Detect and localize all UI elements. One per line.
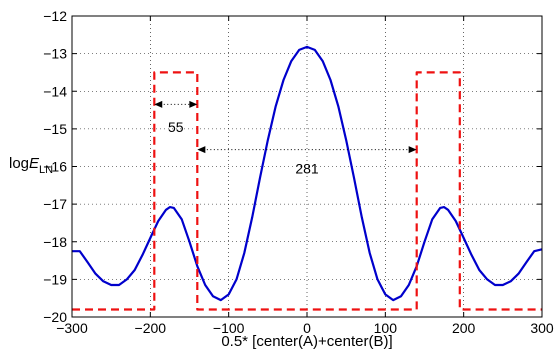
annotation-left-arrow-icon [154,100,163,108]
x-tick-label: −200 [135,320,167,336]
annotations: 55 281 [154,100,417,176]
x-tick-label: −100 [213,320,245,336]
y-axis-label: logELN [9,155,53,176]
x-tick-label: 200 [452,320,476,336]
annotation-right-arrow-icon [408,146,417,154]
annotation-label: 55 [168,119,184,135]
y-tick-label: −17 [43,196,67,212]
y-tick-label: −19 [43,271,67,287]
x-tick-label: −300 [56,320,88,336]
x-axis-label: 0.5* [center(A)+center(B)] [221,333,392,350]
y-axis-label-subscript: LN [39,164,53,176]
annotation-left-arrow-icon [197,146,206,154]
x-tick-label: 100 [374,320,398,336]
solid-series-line [72,45,543,302]
y-tick-label: −20 [43,309,67,325]
dashed-series-line [72,71,542,311]
y-tick-label: −16 [43,159,67,175]
annotation-label: 281 [295,160,319,176]
y-tick-label: −12 [43,8,67,24]
series-group [72,45,543,311]
x-tick-label: 300 [530,320,554,336]
annotation-right-arrow-icon [189,100,198,108]
y-tick-label: −15 [43,121,67,137]
y-tick-label: −14 [43,83,67,99]
x-tick-label: 0 [303,320,311,336]
y-tick-label: −18 [43,234,67,250]
axis-ticks: −300 −200 −100 0 100 200 300 −12 −13 −14 −15 −16 −17… [43,8,554,336]
y-tick-label: −13 [43,46,67,62]
y-axis-label-symbol: E [29,155,40,172]
y-axis-label-main: log [9,155,29,172]
